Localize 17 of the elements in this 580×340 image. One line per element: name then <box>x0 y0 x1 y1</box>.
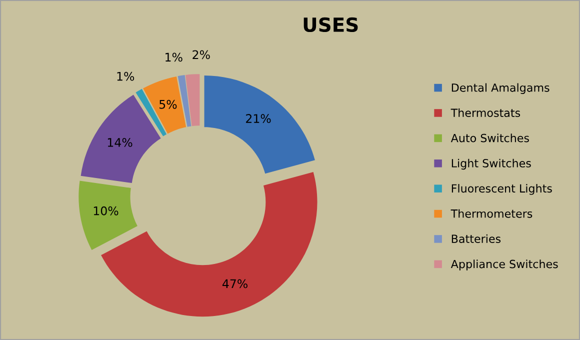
data-label: 10% <box>94 206 118 216</box>
chart-title: USES <box>304 17 358 32</box>
data-label: 1% <box>117 72 134 81</box>
data-label: 14% <box>108 138 132 147</box>
legend-label: Auto Switches <box>450 134 529 142</box>
legend-label: Fluorescent Lights <box>452 184 552 195</box>
legend-label: Light Switches <box>452 158 531 170</box>
legend-label: Batteries <box>452 234 501 244</box>
legend-label: Thermometers <box>450 209 532 218</box>
data-label: 2% <box>192 50 210 60</box>
legend-label: Dental Amalgams <box>452 83 550 94</box>
data-label: 1% <box>166 52 182 62</box>
legend-label: Thermostats <box>450 108 520 118</box>
legend-label: Appliance Switches <box>450 260 558 270</box>
data-label: 47% <box>222 279 248 288</box>
data-label: 21% <box>246 114 271 123</box>
data-label: 5% <box>160 100 177 109</box>
